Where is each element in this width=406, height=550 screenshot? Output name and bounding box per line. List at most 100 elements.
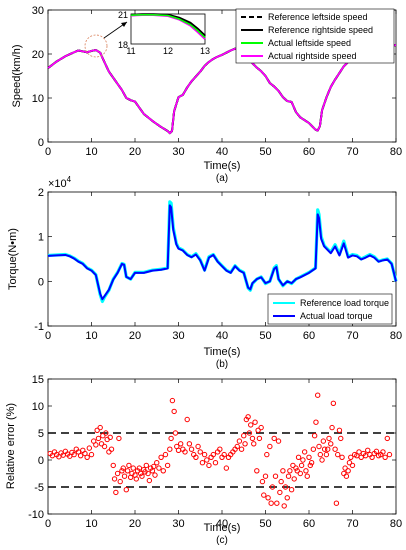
error-point bbox=[330, 400, 337, 406]
error-point bbox=[293, 465, 299, 471]
error-point bbox=[84, 454, 90, 460]
speed-x-tick-label: 20 bbox=[129, 146, 141, 158]
torque-x-tick-label: 60 bbox=[303, 330, 315, 342]
error-point bbox=[242, 441, 248, 447]
error-point bbox=[110, 462, 116, 469]
speed-x-tick-label: 50 bbox=[259, 146, 271, 158]
error-point bbox=[158, 454, 164, 460]
error-point bbox=[156, 465, 162, 471]
speed-legend bbox=[235, 8, 395, 64]
torque-y-tick-label: 1 bbox=[38, 232, 44, 244]
error-point bbox=[111, 476, 118, 482]
error-point bbox=[272, 473, 279, 479]
error-point bbox=[113, 489, 119, 496]
speed-x-label: Time(s) bbox=[204, 160, 241, 172]
error-point bbox=[167, 446, 173, 452]
zoom-circle bbox=[84, 34, 108, 58]
error-point bbox=[264, 451, 270, 458]
torque-x-label: Time(s) bbox=[204, 346, 241, 358]
inset-y-tick-label: 18 bbox=[118, 40, 128, 50]
error-point bbox=[86, 445, 93, 451]
error-point bbox=[241, 433, 247, 439]
error-point bbox=[261, 492, 267, 498]
error-point bbox=[245, 414, 251, 420]
error-point bbox=[365, 447, 371, 453]
speed-chart: 0 10 20 30 0 10 20 30 40 50 60 70 80 11 12 13 18 21 Ref… bbox=[11, 5, 402, 184]
speed-caption: (a) bbox=[216, 173, 228, 184]
error-point bbox=[124, 468, 131, 474]
error-point bbox=[126, 462, 132, 469]
error-point bbox=[316, 443, 322, 450]
error-point bbox=[204, 457, 210, 463]
error-point bbox=[143, 462, 150, 469]
torque-x-tick-label: 40 bbox=[216, 330, 228, 342]
error-point bbox=[384, 435, 390, 442]
error-point bbox=[382, 454, 388, 460]
legend-act-left-label: Actual leftside speed bbox=[268, 38, 351, 48]
error-point bbox=[146, 477, 153, 484]
error-point bbox=[93, 442, 99, 448]
inset-ticks: 11 12 13 18 21 bbox=[118, 10, 210, 56]
torque-series-line bbox=[47, 204, 397, 301]
error-point bbox=[117, 478, 123, 485]
error-point bbox=[71, 451, 77, 458]
error-caption: (c) bbox=[216, 535, 228, 546]
error-point bbox=[280, 468, 286, 474]
error-point bbox=[269, 484, 276, 490]
error-point bbox=[168, 435, 174, 442]
error-point bbox=[298, 462, 305, 469]
error-point bbox=[121, 473, 128, 479]
legend-ref-right-label: Reference rightside speed bbox=[268, 25, 373, 35]
error-point bbox=[325, 446, 331, 452]
speed-x-ticks: 0 10 20 30 40 50 60 70 80 bbox=[45, 10, 402, 158]
error-point bbox=[154, 460, 160, 466]
error-point bbox=[349, 462, 356, 469]
torque-x-tick-label: 20 bbox=[129, 330, 141, 342]
error-point bbox=[380, 449, 386, 455]
torque-x-tick-label: 70 bbox=[346, 330, 358, 342]
error-point bbox=[268, 500, 274, 506]
error-point bbox=[310, 446, 317, 452]
error-point bbox=[254, 468, 260, 474]
torque-y-label: Torque(N•m) bbox=[7, 228, 19, 290]
torque-x-tick-label: 0 bbox=[45, 330, 51, 342]
error-point bbox=[281, 503, 287, 509]
torque-x-tick-label: 30 bbox=[172, 330, 184, 342]
error-point bbox=[284, 495, 290, 501]
error-point bbox=[182, 449, 188, 455]
speed-y-tick-label: 0 bbox=[38, 137, 44, 149]
error-point bbox=[275, 438, 282, 444]
error-point bbox=[294, 468, 300, 474]
error-point bbox=[114, 470, 121, 477]
error-point bbox=[160, 468, 166, 474]
error-point bbox=[262, 473, 269, 479]
error-point bbox=[108, 446, 115, 452]
error-point bbox=[313, 419, 319, 425]
speed-x-tick-label: 30 bbox=[172, 146, 184, 158]
error-x-tick-label: 30 bbox=[172, 518, 184, 530]
error-point bbox=[335, 451, 341, 458]
error-x-tick-label: 80 bbox=[390, 518, 402, 530]
error-point bbox=[201, 451, 208, 458]
error-threshold-lines bbox=[48, 432, 396, 488]
error-point bbox=[285, 473, 292, 479]
error-point bbox=[256, 435, 263, 442]
error-point bbox=[319, 457, 325, 463]
error-point bbox=[271, 435, 277, 442]
legend-ref-torque-label: Reference load torque bbox=[300, 298, 389, 308]
error-point bbox=[373, 448, 380, 455]
speed-y-label: Speed(km/h) bbox=[11, 45, 23, 108]
error-point bbox=[288, 487, 295, 493]
error-point bbox=[343, 473, 350, 479]
error-point bbox=[94, 427, 100, 433]
error-point bbox=[177, 441, 184, 447]
torque-x-ticks: 0 10 20 30 40 50 60 70 80 bbox=[45, 192, 402, 342]
inset-series-line bbox=[130, 14, 206, 39]
error-point bbox=[328, 441, 334, 447]
torque-y-tick-label: -1 bbox=[34, 321, 44, 333]
error-x-label: Time(s) bbox=[204, 522, 241, 534]
error-point bbox=[282, 484, 289, 490]
error-chart: -10 -5 0 5 10 15 0 10 20 30 40 50 60 70 80 Relative e… bbox=[5, 374, 402, 546]
